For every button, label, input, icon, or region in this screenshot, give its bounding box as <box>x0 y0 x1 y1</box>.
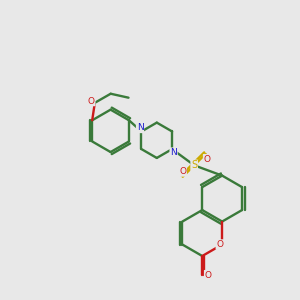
Text: N: N <box>170 148 177 157</box>
Text: O: O <box>216 240 223 249</box>
Text: S: S <box>191 160 197 170</box>
Text: N: N <box>136 123 143 132</box>
Text: O: O <box>179 167 186 176</box>
Text: O: O <box>204 155 211 164</box>
Text: O: O <box>205 271 212 280</box>
Text: O: O <box>88 97 95 106</box>
